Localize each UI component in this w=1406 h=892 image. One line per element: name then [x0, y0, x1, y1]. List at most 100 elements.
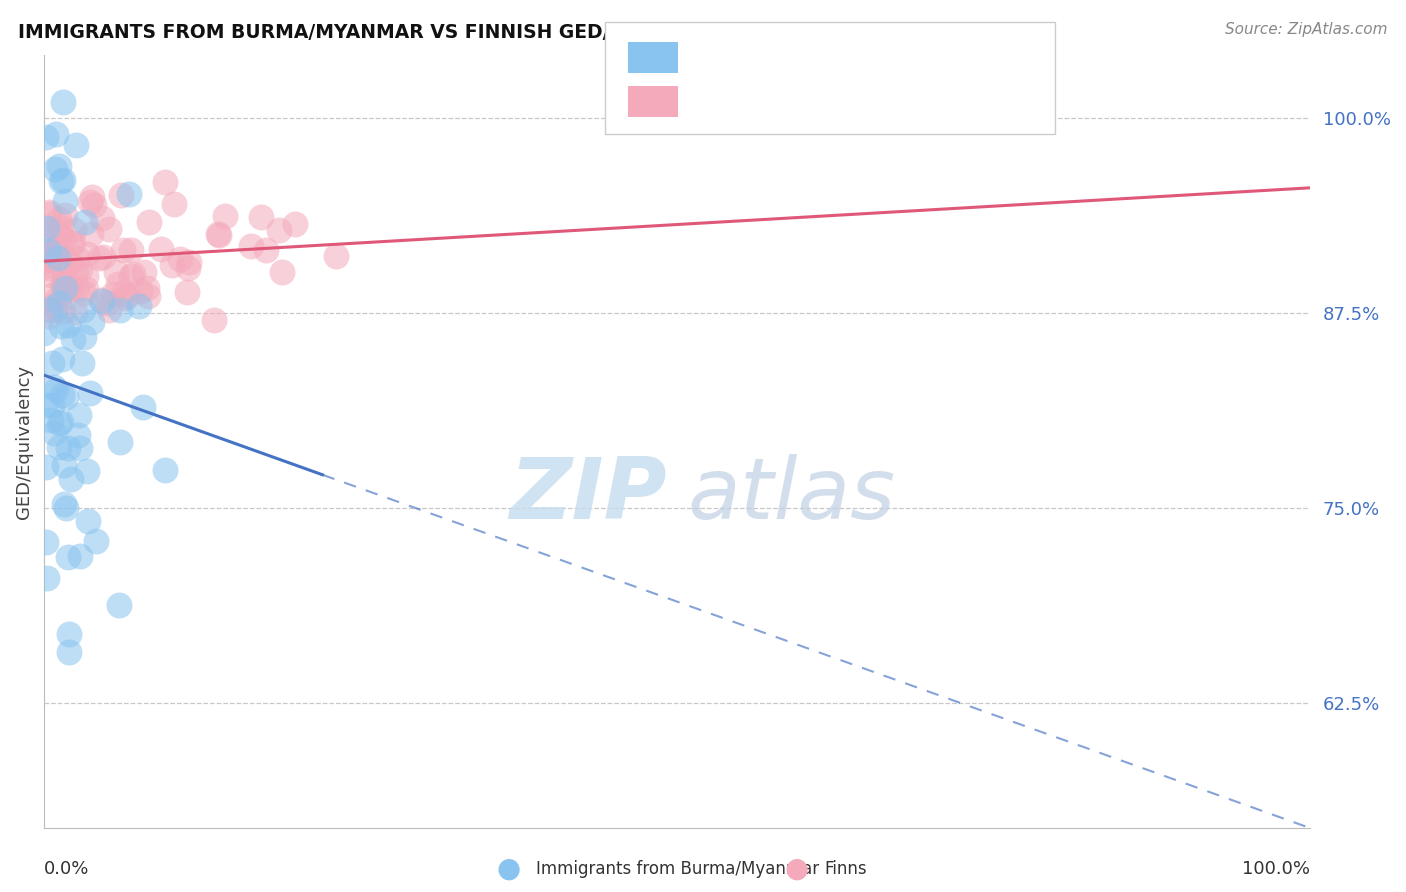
- Point: [72, 302, 94, 317]
- Point: [66, 251, 89, 265]
- Point: [65, 281, 87, 295]
- Point: [44, 380, 66, 394]
- Point: [91, 250, 114, 264]
- Point: [55, 390, 77, 404]
- Point: [41, 398, 63, 412]
- Point: [84, 534, 107, 549]
- Text: ●: ●: [496, 855, 520, 883]
- Point: [37, 221, 59, 235]
- Point: [32, 259, 55, 273]
- Point: [39, 302, 62, 317]
- Point: [77, 514, 100, 528]
- Text: 0.0%: 0.0%: [44, 860, 90, 878]
- Y-axis label: GED/Equivalency: GED/Equivalency: [15, 365, 32, 518]
- Point: [63, 223, 86, 237]
- Text: ZIP: ZIP: [509, 454, 666, 537]
- Point: [60, 282, 83, 296]
- Point: [45, 127, 67, 141]
- Point: [56, 441, 79, 455]
- Point: [90, 211, 112, 225]
- Point: [108, 435, 131, 450]
- Point: [55, 194, 77, 208]
- Point: [96, 296, 118, 310]
- Point: [80, 315, 103, 329]
- Point: [79, 194, 101, 209]
- Point: [90, 293, 112, 307]
- Point: [41, 413, 63, 427]
- Point: [70, 356, 93, 370]
- Point: [51, 219, 73, 234]
- Point: [41, 303, 63, 318]
- Point: [55, 281, 77, 295]
- Point: [67, 409, 90, 423]
- Point: [46, 251, 69, 265]
- Point: [89, 251, 111, 265]
- Point: [35, 459, 58, 474]
- Point: [73, 330, 96, 344]
- Point: [48, 212, 70, 227]
- Point: [41, 288, 63, 302]
- Point: [55, 501, 77, 516]
- Point: [108, 598, 131, 612]
- Point: [59, 236, 82, 251]
- Point: [104, 265, 127, 279]
- Text: ●: ●: [785, 855, 808, 883]
- Point: [37, 260, 59, 275]
- Point: [38, 205, 60, 219]
- Point: [128, 299, 150, 313]
- Point: [58, 645, 80, 659]
- Point: [52, 303, 75, 318]
- Point: [149, 243, 172, 257]
- Point: [69, 549, 91, 563]
- Point: [48, 416, 70, 430]
- Point: [38, 244, 60, 259]
- Point: [52, 232, 75, 246]
- Point: [325, 249, 347, 263]
- Point: [34, 233, 56, 247]
- Point: [38, 252, 60, 266]
- Point: [176, 285, 198, 299]
- Point: [214, 209, 236, 223]
- Point: [45, 221, 67, 235]
- Point: [56, 549, 79, 564]
- Point: [136, 281, 159, 295]
- Point: [62, 332, 84, 346]
- Point: [208, 227, 231, 242]
- Point: [115, 289, 138, 303]
- Point: [35, 130, 58, 145]
- Point: [132, 265, 155, 279]
- Point: [122, 267, 145, 281]
- Point: [44, 301, 66, 316]
- Point: [138, 215, 160, 229]
- Point: [69, 262, 91, 277]
- Point: [118, 187, 141, 202]
- Point: [51, 352, 73, 367]
- Point: [35, 534, 58, 549]
- Point: [52, 283, 75, 297]
- Point: [75, 282, 97, 296]
- Point: [136, 289, 159, 303]
- Point: [56, 318, 79, 333]
- Point: [51, 174, 73, 188]
- Point: [46, 239, 69, 253]
- Point: [250, 211, 273, 225]
- Point: [177, 255, 200, 269]
- Text: 0.185: 0.185: [741, 92, 803, 112]
- Text: IMMIGRANTS FROM BURMA/MYANMAR VS FINNISH GED/EQUIVALENCY CORRELATION CHART: IMMIGRANTS FROM BURMA/MYANMAR VS FINNISH…: [18, 22, 987, 41]
- Point: [75, 269, 97, 284]
- Point: [98, 222, 121, 236]
- Point: [66, 428, 89, 442]
- Point: [103, 286, 125, 301]
- Point: [153, 175, 176, 189]
- Point: [83, 198, 105, 212]
- Point: [76, 247, 98, 261]
- Text: -0.125: -0.125: [741, 48, 811, 67]
- Text: R =: R =: [689, 92, 731, 112]
- Text: N =: N =: [844, 48, 887, 67]
- Text: 64: 64: [893, 48, 920, 67]
- Point: [52, 261, 75, 276]
- Point: [271, 265, 294, 279]
- Text: Finns: Finns: [824, 860, 868, 878]
- Point: [163, 197, 186, 211]
- Point: [90, 293, 112, 308]
